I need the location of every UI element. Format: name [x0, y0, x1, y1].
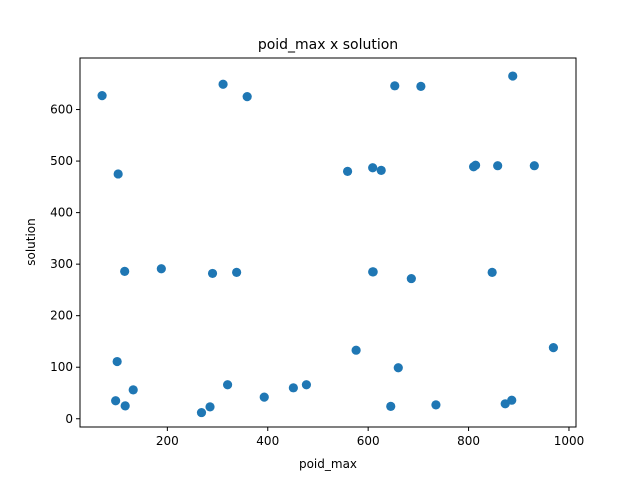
x-tick-label: 800 — [457, 434, 480, 448]
data-point — [113, 169, 123, 179]
data-point — [196, 407, 207, 418]
data-point — [218, 79, 228, 89]
data-point — [207, 268, 218, 279]
data-point — [120, 266, 130, 276]
data-point — [507, 395, 517, 405]
data-point — [97, 91, 107, 101]
y-tick-label: 600 — [50, 103, 73, 117]
x-axis-ticks: 200 400 600 800 1000 — [156, 427, 584, 448]
y-tick-label: 0 — [65, 412, 73, 426]
data-point — [376, 165, 386, 175]
y-tick-label: 300 — [50, 257, 73, 271]
data-point — [529, 161, 539, 171]
y-axis-ticks: 0 100 200 300 400 500 600 — [50, 103, 80, 426]
x-tick-label: 200 — [156, 434, 179, 448]
x-tick-label: 600 — [357, 434, 380, 448]
data-point — [120, 401, 130, 411]
x-axis-label: poid_max — [299, 457, 357, 471]
data-point — [368, 163, 378, 173]
data-point — [205, 402, 215, 412]
y-tick-label: 100 — [50, 360, 73, 374]
y-tick-label: 500 — [50, 154, 73, 168]
data-point — [351, 345, 361, 355]
data-point — [390, 81, 400, 91]
data-point — [259, 392, 269, 402]
data-point — [111, 396, 121, 406]
y-tick-label: 400 — [50, 206, 73, 220]
chart-title: poid_max x solution — [258, 37, 398, 53]
data-point — [368, 267, 378, 277]
x-tick-label: 1000 — [554, 434, 585, 448]
y-axis-label: solution — [24, 218, 38, 266]
data-point — [112, 356, 122, 367]
data-point — [242, 92, 252, 102]
x-tick-label: 400 — [256, 434, 279, 448]
data-point — [508, 71, 518, 81]
data-point — [470, 160, 481, 170]
data-point — [393, 363, 403, 373]
data-point — [222, 380, 233, 390]
plot-frame — [79, 57, 577, 428]
data-points — [97, 71, 559, 418]
data-point — [232, 267, 242, 277]
data-point — [128, 385, 138, 395]
data-point — [156, 264, 166, 274]
data-point — [406, 273, 416, 284]
data-point — [386, 401, 396, 411]
y-tick-label: 200 — [50, 309, 73, 323]
plot-area — [80, 58, 576, 427]
data-point — [431, 400, 441, 410]
data-point — [342, 166, 353, 176]
data-point — [548, 343, 559, 353]
data-point — [301, 380, 312, 390]
data-point — [288, 383, 298, 393]
data-point — [493, 161, 503, 171]
data-point — [487, 267, 497, 277]
data-point — [416, 81, 426, 91]
